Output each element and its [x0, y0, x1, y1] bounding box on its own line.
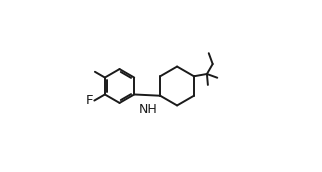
Text: F: F [86, 94, 94, 107]
Text: NH: NH [139, 103, 158, 116]
